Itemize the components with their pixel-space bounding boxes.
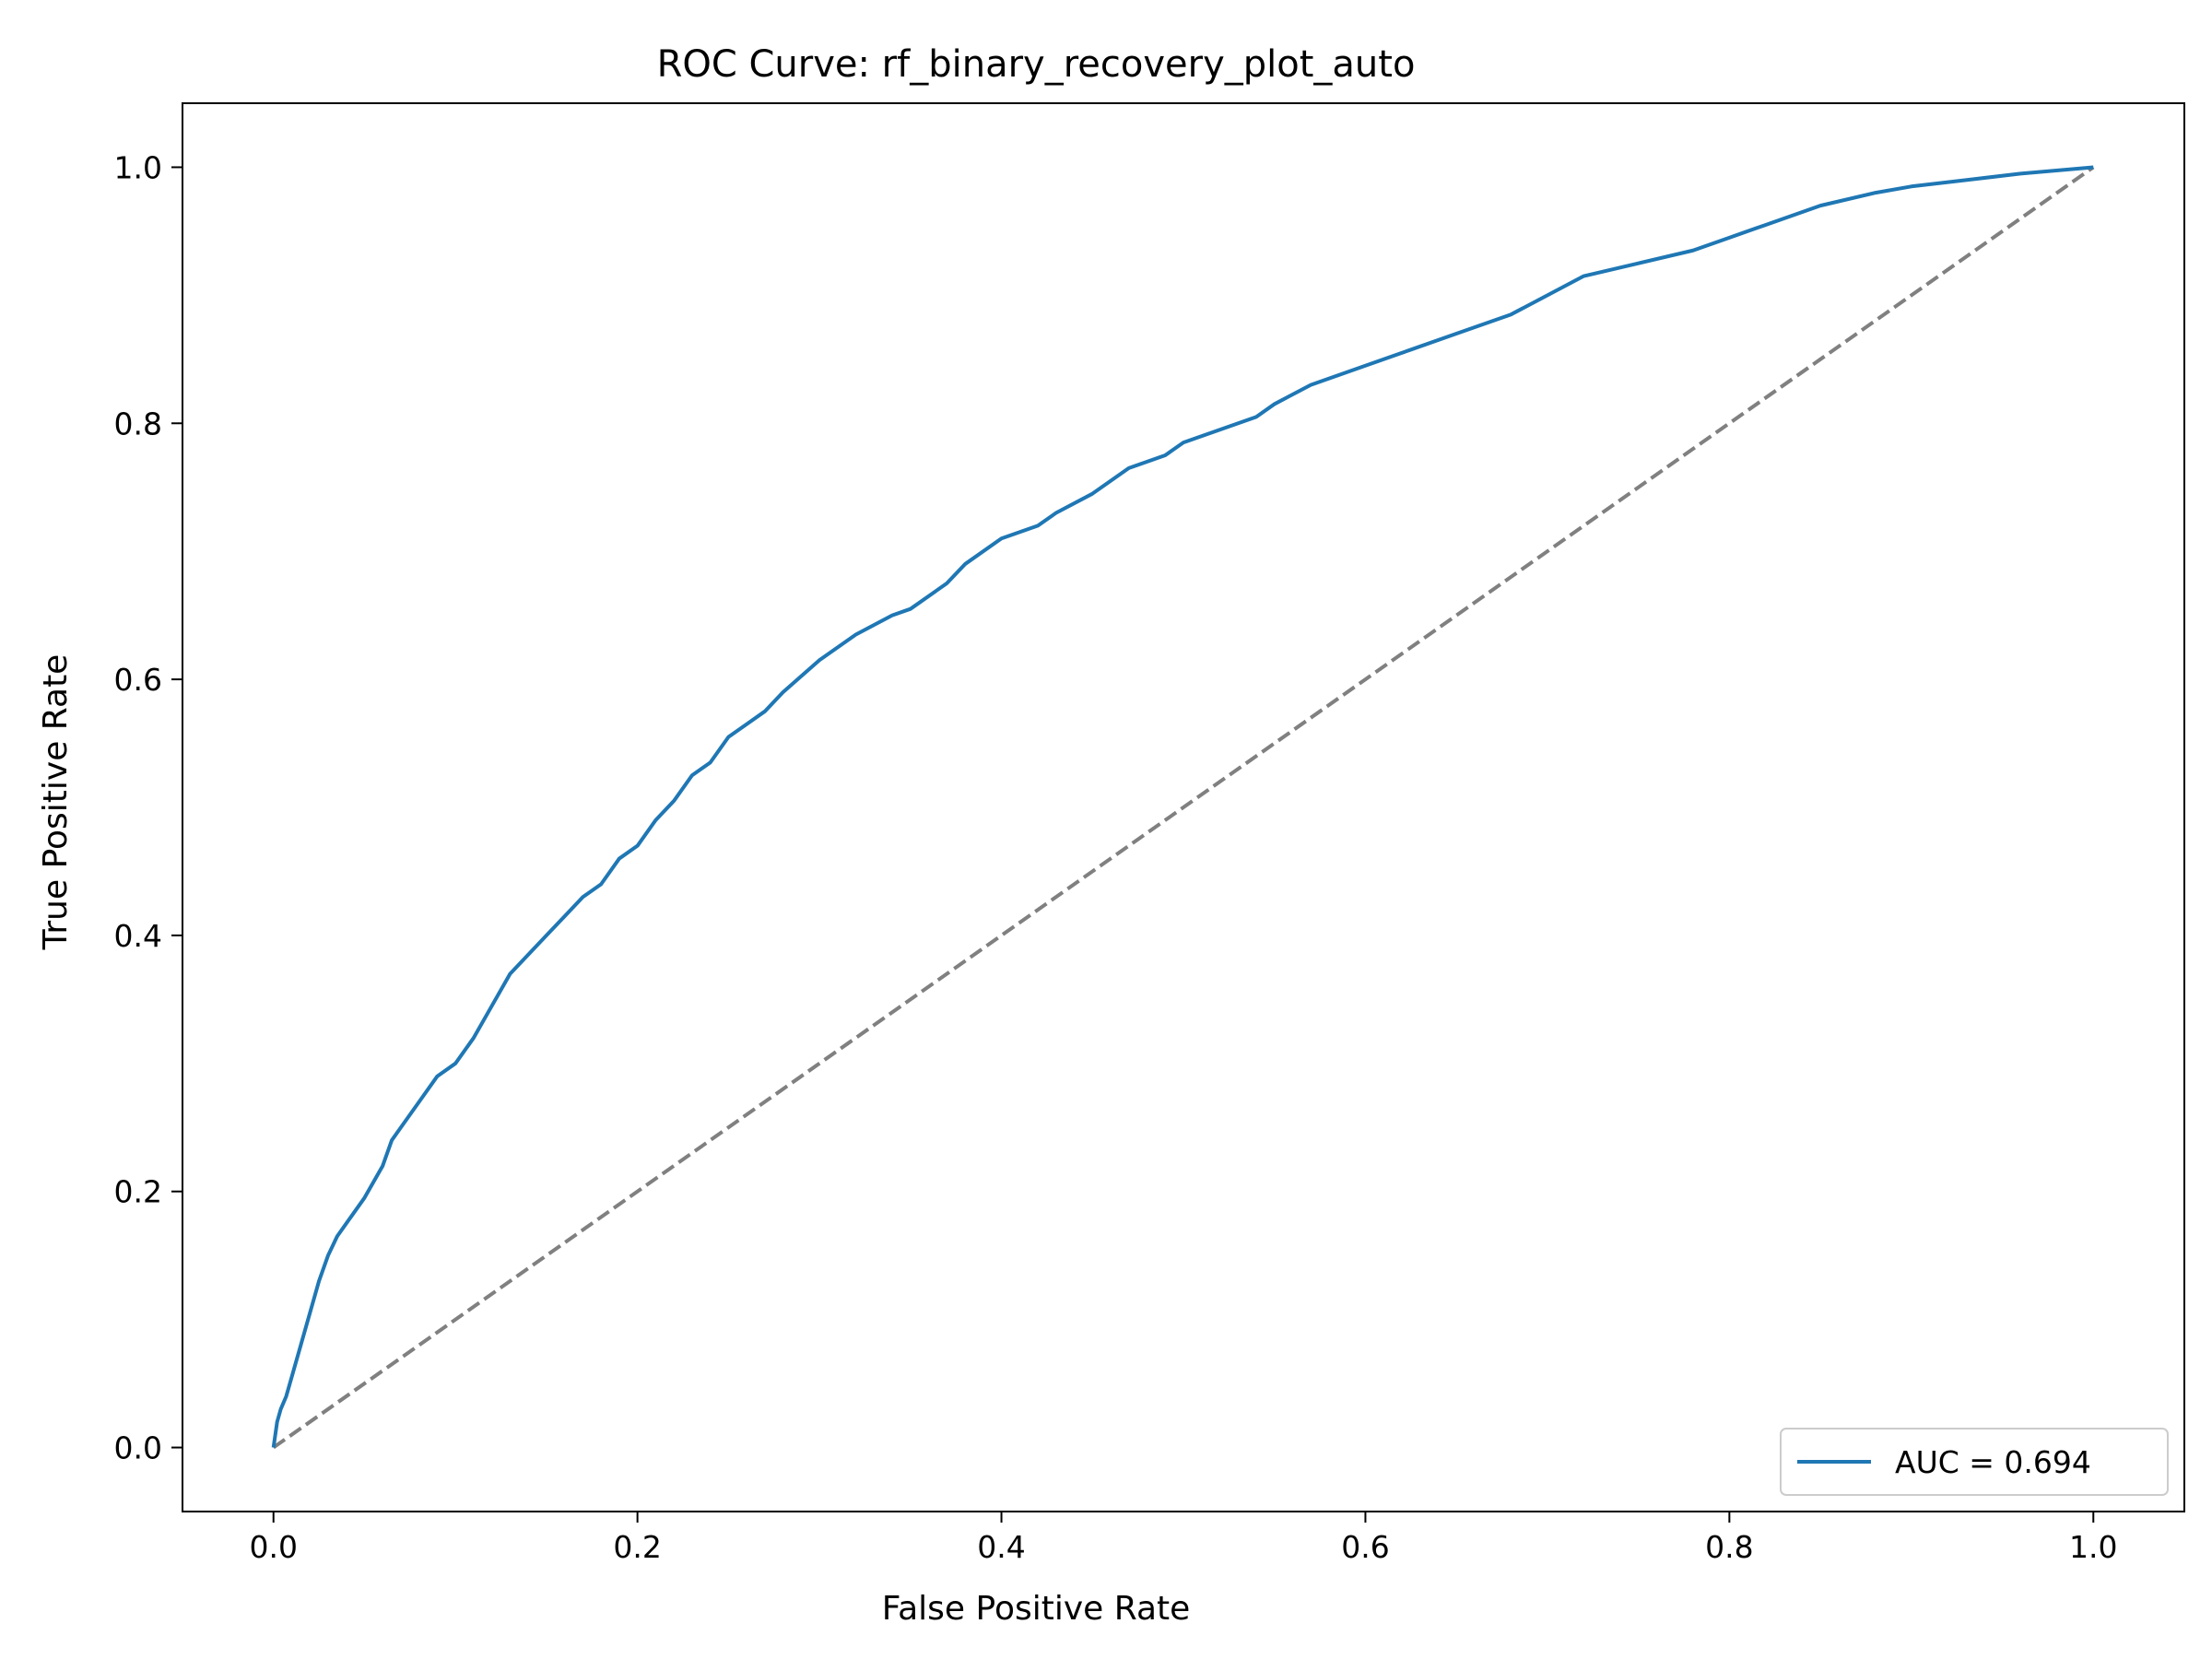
y-tick-label: 1.0 xyxy=(114,149,162,185)
legend-box xyxy=(1780,1428,2169,1496)
y-tick-label: 0.6 xyxy=(114,662,162,698)
plot-area: 0.0 0.2 0.4 0.6 0.8 1.0 0.0 0.2 0.4 0.6 0.8 1.0 AUC … xyxy=(114,102,2185,1565)
x-tick-label: 0.2 xyxy=(613,1529,661,1565)
roc-curve-line xyxy=(271,165,2094,1448)
chance-diagonal-line xyxy=(272,165,2095,1450)
y-tick-label: 0.4 xyxy=(114,918,162,954)
x-axis-label: False Positive Rate xyxy=(882,1590,1191,1628)
x-tick-label: 0.6 xyxy=(1341,1529,1389,1565)
y-tick-label: 0.8 xyxy=(114,406,162,441)
y-tick-label: 0.2 xyxy=(114,1174,162,1210)
x-tick-label: 0.0 xyxy=(249,1529,297,1565)
chart-title: ROC Curve: rf_binary_recovery_plot_auto xyxy=(657,43,1416,86)
x-tick-label: 0.8 xyxy=(1705,1529,1753,1565)
y-axis-label: True Positive Rate xyxy=(37,654,75,951)
x-tick-label: 0.4 xyxy=(977,1529,1025,1565)
axes-frame xyxy=(182,102,2185,1512)
x-tick-label: 1.0 xyxy=(2069,1529,2117,1565)
legend-label: AUC = 0.694 xyxy=(1895,1444,2091,1480)
y-tick-label: 0.0 xyxy=(114,1430,162,1466)
